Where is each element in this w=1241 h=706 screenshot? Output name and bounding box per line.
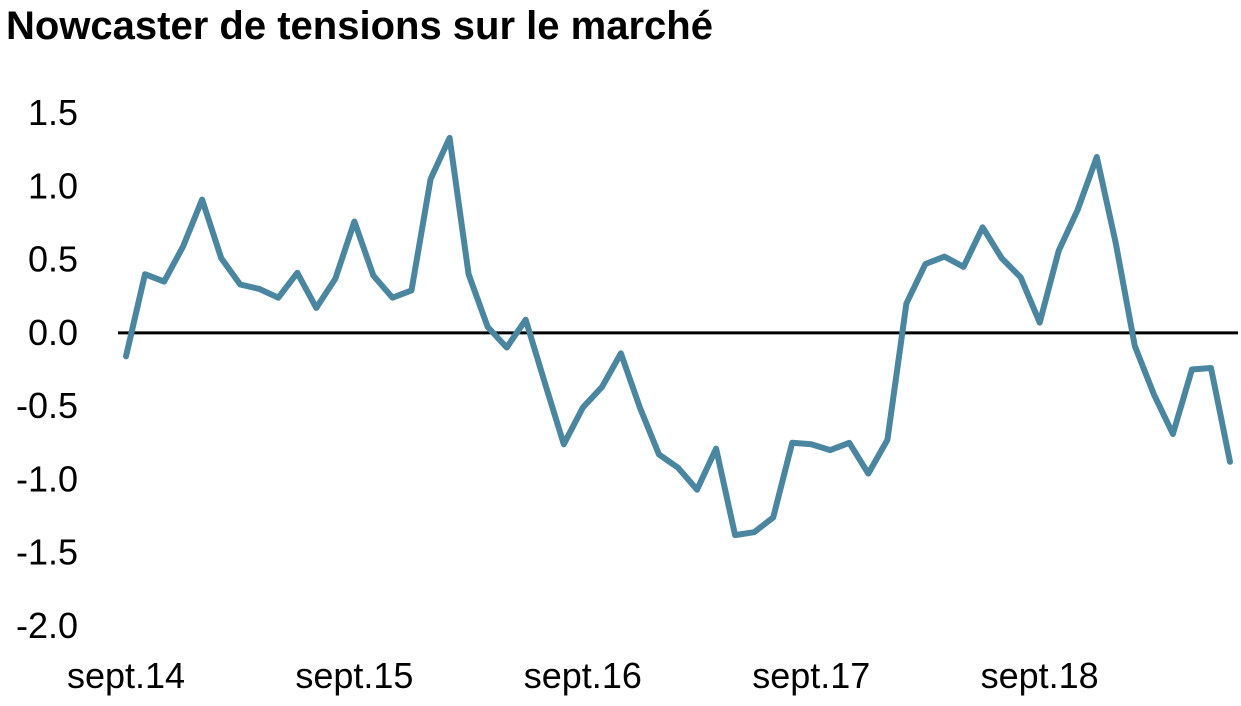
x-tick-label: sept.17: [752, 655, 870, 696]
data-point: [1056, 248, 1062, 254]
data-point: [1094, 154, 1100, 160]
data-point: [428, 176, 434, 182]
y-tick-label: 1.5: [28, 92, 78, 133]
y-tick-label: 0.5: [28, 239, 78, 280]
series-line: [123, 134, 1233, 539]
data-point: [389, 295, 395, 301]
data-point: [941, 254, 947, 260]
data-point: [351, 218, 357, 224]
y-tick-label: -2.0: [16, 605, 78, 646]
y-tick-label: -0.5: [16, 385, 78, 426]
data-point: [1075, 207, 1081, 213]
y-axis-ticks: 1.5 1.0 0.5 0.0 -0.5 -1.0 -1.5 -2.0: [16, 92, 78, 646]
y-tick-label: 1.0: [28, 165, 78, 206]
data-point: [1189, 367, 1195, 373]
data-point: [846, 440, 852, 446]
data-point: [1132, 343, 1138, 349]
data-point: [1151, 391, 1157, 397]
data-point: [123, 353, 129, 359]
data-point: [218, 255, 224, 261]
x-tick-label: sept.14: [67, 655, 185, 696]
data-point: [884, 437, 890, 443]
data-point: [903, 301, 909, 307]
data-point: [294, 270, 300, 276]
data-point: [1208, 365, 1214, 371]
data-point: [180, 243, 186, 249]
data-point: [751, 529, 757, 535]
data-point: [999, 255, 1005, 261]
data-point: [961, 264, 967, 270]
data-point: [1227, 459, 1233, 465]
data-point: [637, 405, 643, 411]
data-point: [865, 471, 871, 477]
data-point: [466, 271, 472, 277]
data-point: [808, 441, 814, 447]
data-point: [1037, 320, 1043, 326]
data-point: [599, 384, 605, 390]
data-point: [313, 305, 319, 311]
series-group: [123, 134, 1233, 539]
data-point: [256, 286, 262, 292]
data-point: [770, 515, 776, 521]
data-point: [485, 324, 491, 330]
data-point: [332, 276, 338, 282]
data-point: [1113, 240, 1119, 246]
data-point: [370, 273, 376, 279]
data-point: [1170, 431, 1176, 437]
x-tick-label: sept.16: [524, 655, 642, 696]
data-point: [447, 135, 453, 141]
data-point: [504, 345, 510, 351]
data-point: [713, 446, 719, 452]
data-point: [580, 405, 586, 411]
data-point: [542, 380, 548, 386]
data-point: [656, 452, 662, 458]
y-tick-label: -1.0: [16, 458, 78, 499]
y-tick-label: -1.5: [16, 532, 78, 573]
x-tick-label: sept.15: [295, 655, 413, 696]
data-point: [827, 447, 833, 453]
data-point: [409, 287, 415, 293]
data-point: [561, 441, 567, 447]
data-point: [675, 465, 681, 471]
data-point: [523, 317, 529, 323]
data-point: [275, 295, 281, 301]
y-tick-label: 0.0: [28, 312, 78, 353]
x-axis-ticks: sept.14 sept.15 sept.16 sept.17 sept.18: [67, 655, 1099, 696]
data-point: [237, 281, 243, 287]
data-point: [732, 532, 738, 538]
data-point: [142, 271, 148, 277]
data-point: [789, 440, 795, 446]
data-point: [1018, 274, 1024, 280]
chart-title: Nowcaster de tensions sur le marché: [6, 4, 713, 48]
x-tick-label: sept.18: [981, 655, 1099, 696]
data-point: [199, 196, 205, 202]
data-point: [922, 261, 928, 267]
data-point: [694, 487, 700, 493]
data-point: [161, 279, 167, 285]
data-point: [980, 224, 986, 230]
data-point: [618, 350, 624, 356]
